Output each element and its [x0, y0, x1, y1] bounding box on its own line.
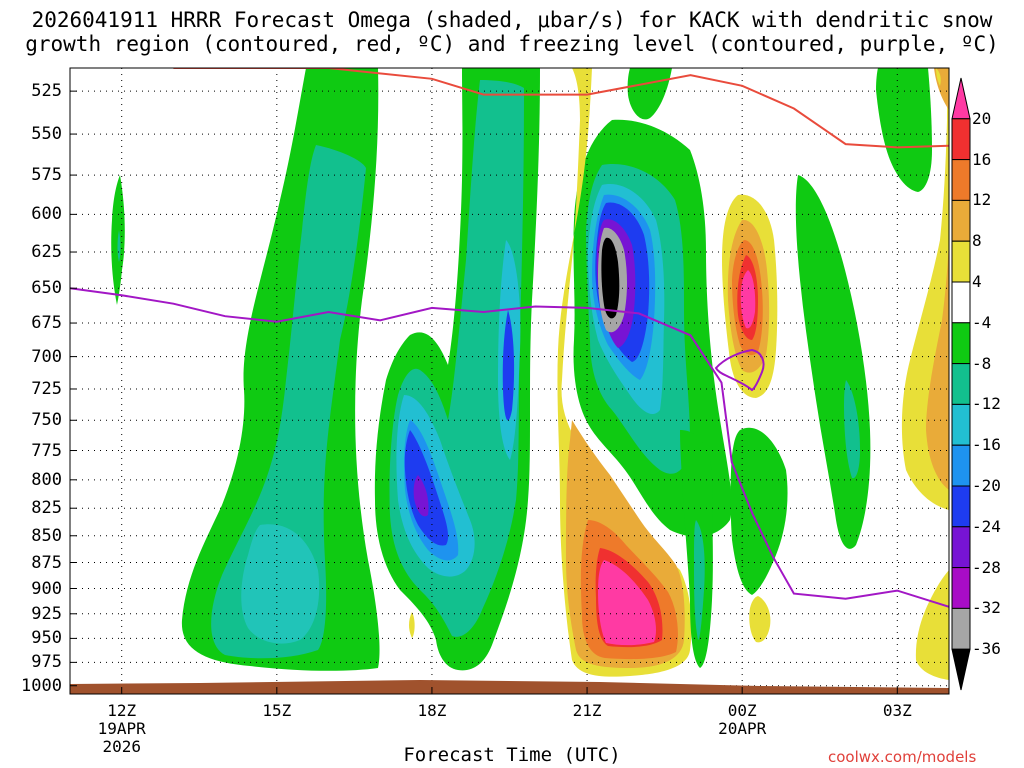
grid: [70, 68, 949, 694]
y-tick-label: 700: [31, 346, 62, 367]
ground-fill: [70, 680, 949, 694]
x-tick-label: 2026: [102, 737, 141, 756]
colorbar-swatch-4: [951, 240, 971, 283]
shade-late-green1: [730, 427, 788, 595]
shade-late-green3: [876, 68, 932, 192]
axis-ticks: [70, 90, 898, 694]
x-tick-label: 20APR: [718, 719, 767, 738]
colorbar-swatch-11: [951, 526, 971, 569]
colorbar-label: -8: [972, 353, 992, 373]
y-tick-label: 675: [31, 313, 62, 334]
y-tick-label: 900: [31, 578, 62, 599]
colorbar-label: -36: [972, 639, 1001, 659]
colorbar-swatch-5: [951, 281, 971, 324]
shade-col1-teal: [211, 145, 366, 659]
shade-topright-yellow: [936, 68, 941, 86]
y-tick-label: 525: [31, 81, 62, 102]
y-tick-label: 550: [31, 124, 62, 145]
colorbar-swatch-12: [951, 567, 971, 609]
y-tick-label: 750: [31, 410, 62, 431]
colorbar-label: -24: [972, 516, 1001, 536]
colorbar-label: -20: [972, 476, 1001, 495]
y-tick-label: 950: [31, 628, 62, 649]
contours: [70, 68, 949, 608]
colorbar-swatch-3: [951, 199, 971, 242]
credit-link[interactable]: coolwx.com/models: [828, 748, 977, 766]
colorbar-label: 12: [972, 190, 992, 210]
ground-terrain: [70, 680, 949, 694]
colorbar-swatch-6: [951, 322, 971, 365]
y-tick-label: 775: [31, 440, 62, 461]
y-tick-label: 850: [31, 525, 62, 546]
shade-late-yellow2: [915, 570, 949, 680]
colorbar-swatch-8: [951, 403, 971, 446]
y-tick-label: 725: [31, 378, 62, 399]
shade-late-gold: [926, 240, 949, 490]
plot-frame: [69, 67, 950, 695]
y-tick-label: 600: [31, 204, 62, 225]
freezing-level-loop: [714, 348, 765, 392]
y-tick-label: 575: [31, 165, 62, 186]
shade-lower-teal: [694, 520, 705, 640]
y-tick-label: 975: [31, 652, 62, 673]
shade-late-yellow3: [749, 596, 771, 643]
shade-small-yellow: [409, 612, 415, 638]
shade-late-teal: [844, 380, 860, 479]
colorbar-swatch-2: [951, 159, 971, 201]
x-tick-label: 19APR: [97, 719, 146, 738]
colorbar-swatch-7: [951, 363, 971, 405]
shade-sub-pink: [598, 560, 656, 646]
colorbar-swatch-10: [951, 485, 971, 528]
colorbar-label: 4: [972, 272, 982, 291]
omega-shading: [111, 68, 949, 680]
x-tick-label: 18Z: [417, 701, 447, 720]
x-tick-label: 15Z: [262, 701, 292, 720]
colorbar-label: 16: [972, 149, 992, 169]
colorbar-label: 8: [972, 231, 982, 251]
colorbar-label: -28: [972, 557, 1001, 577]
y-tick-label: 650: [31, 278, 62, 299]
colorbar-swatch-0: [951, 77, 971, 120]
colorbar-label: 20: [972, 108, 992, 128]
colorbar-label: -32: [972, 598, 1001, 618]
shade-col3-black: [601, 237, 620, 319]
shade-sub2-pink: [740, 270, 756, 329]
y-tick-label: 1000: [21, 675, 62, 696]
dgz-contour-line: [173, 68, 949, 149]
colorbar-swatch-1: [951, 118, 971, 161]
colorbar-label: -4: [972, 312, 992, 332]
shade-col1-cyanish: [241, 524, 320, 644]
shade-col2-blue: [404, 430, 449, 546]
x-tick-label: 00Z: [727, 701, 757, 720]
y-tick-label: 875: [31, 552, 62, 573]
freezing-level-line: [70, 287, 949, 608]
chart-title-line-2: growth region (contoured, red, ºC) and f…: [25, 32, 999, 56]
y-tick-label: 625: [31, 242, 62, 263]
x-tick-label: 03Z: [882, 701, 912, 720]
shade-col2-purple: [413, 475, 429, 517]
colorbar-swatch-14: [951, 648, 971, 691]
x-axis-title: Forecast Time (UTC): [403, 744, 621, 766]
shade-col2-upper-blue: [502, 310, 515, 421]
colorbar-label: -12: [972, 394, 1001, 414]
y-tick-label: 825: [31, 498, 62, 519]
colorbar-swatch-9: [951, 444, 971, 487]
x-tick-label: 21Z: [572, 701, 602, 720]
y-tick-label: 800: [31, 469, 62, 490]
colorbar-label: -16: [972, 435, 1001, 455]
x-tick-label: 12Z: [107, 701, 137, 720]
colorbar-swatch-13: [951, 607, 971, 650]
chart-title-line-1: 2026041911 HRRR Forecast Omega (shaded, …: [31, 8, 993, 32]
shade-early-teal: [117, 230, 121, 262]
colorbar: [951, 77, 971, 691]
y-tick-label: 925: [31, 603, 62, 624]
